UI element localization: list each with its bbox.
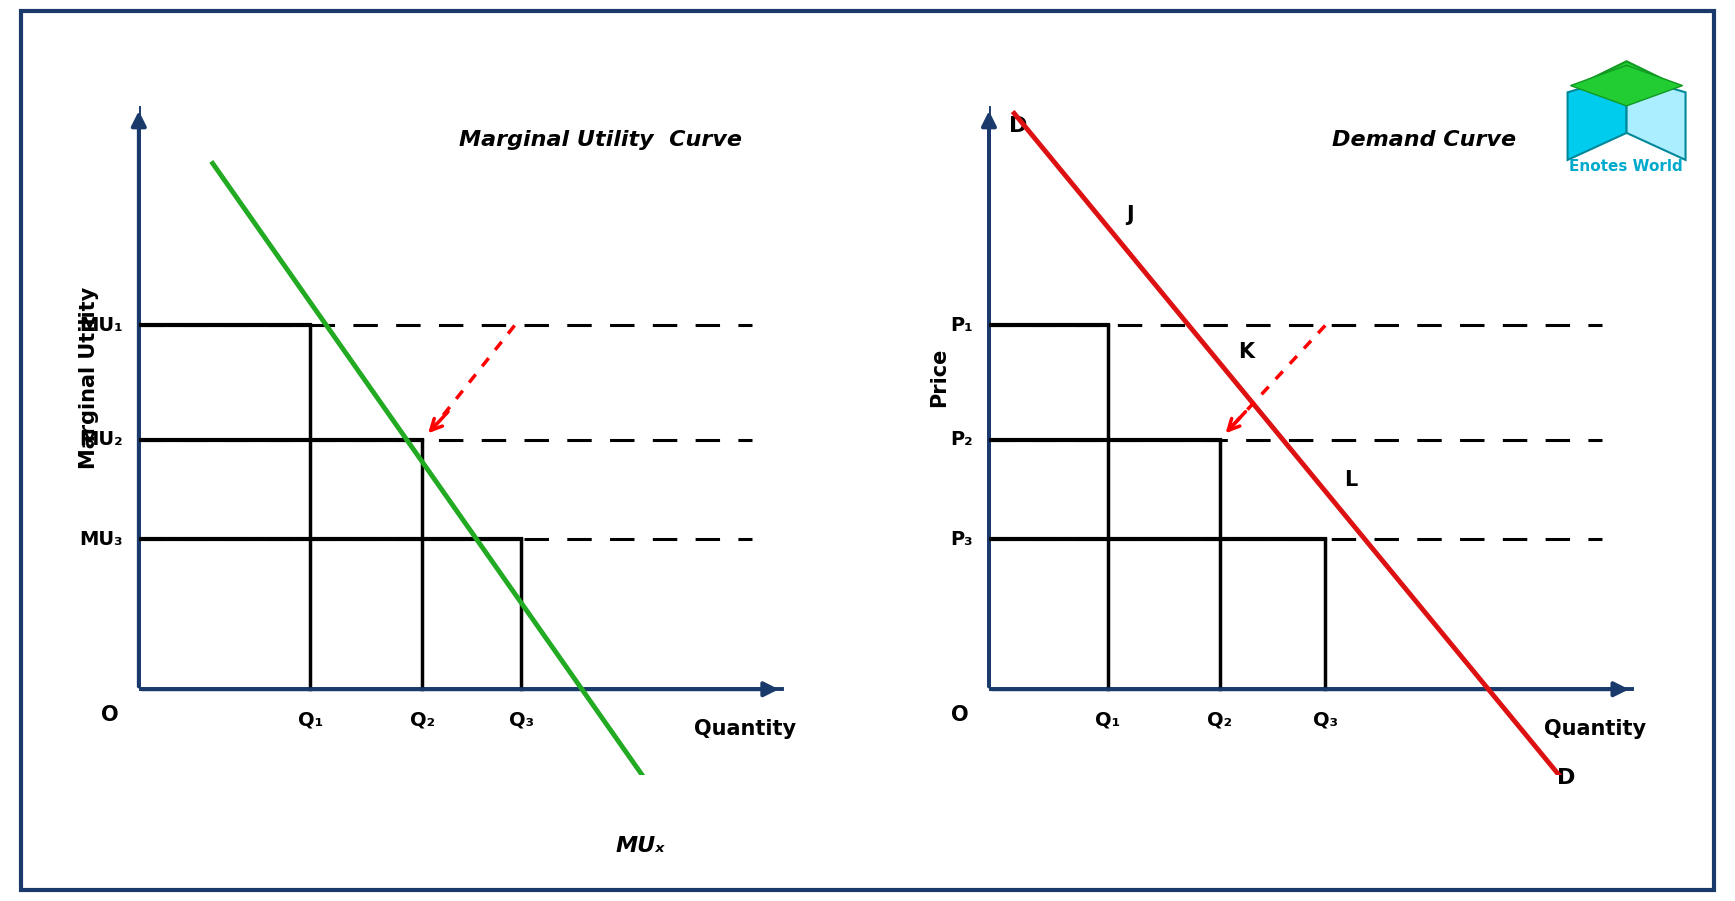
Text: Quantity: Quantity (1544, 719, 1647, 739)
Text: Q₃: Q₃ (508, 711, 534, 730)
Text: Q₁: Q₁ (298, 711, 323, 730)
Text: MU₂: MU₂ (80, 430, 123, 449)
Polygon shape (1570, 66, 1683, 105)
Text: Q₂: Q₂ (409, 711, 435, 730)
Polygon shape (1568, 75, 1627, 159)
Text: Marginal Utility: Marginal Utility (78, 287, 99, 469)
Text: D: D (1558, 768, 1575, 787)
Text: Q₂: Q₂ (1208, 711, 1232, 730)
Text: O: O (951, 705, 968, 725)
Text: Q₃: Q₃ (1313, 711, 1338, 730)
Text: Q₁: Q₁ (1095, 711, 1121, 730)
Text: P₃: P₃ (951, 530, 973, 549)
Text: K: K (1239, 341, 1254, 361)
Text: O: O (101, 705, 118, 725)
Text: MUₓ: MUₓ (616, 836, 665, 856)
Text: MU₃: MU₃ (80, 530, 123, 549)
Text: L: L (1343, 469, 1357, 489)
Text: D: D (1008, 115, 1027, 136)
Text: Enotes World: Enotes World (1568, 159, 1683, 174)
Text: Quantity: Quantity (694, 719, 796, 739)
Text: Marginal Utility  Curve: Marginal Utility Curve (458, 130, 743, 150)
Text: P₁: P₁ (951, 316, 973, 335)
Text: P₂: P₂ (951, 430, 973, 449)
Polygon shape (1627, 75, 1686, 159)
Text: Demand Curve: Demand Curve (1332, 130, 1516, 150)
Text: J: J (1126, 205, 1133, 225)
Polygon shape (1582, 61, 1671, 102)
Text: Price: Price (928, 348, 949, 407)
Text: MU₁: MU₁ (80, 316, 123, 335)
